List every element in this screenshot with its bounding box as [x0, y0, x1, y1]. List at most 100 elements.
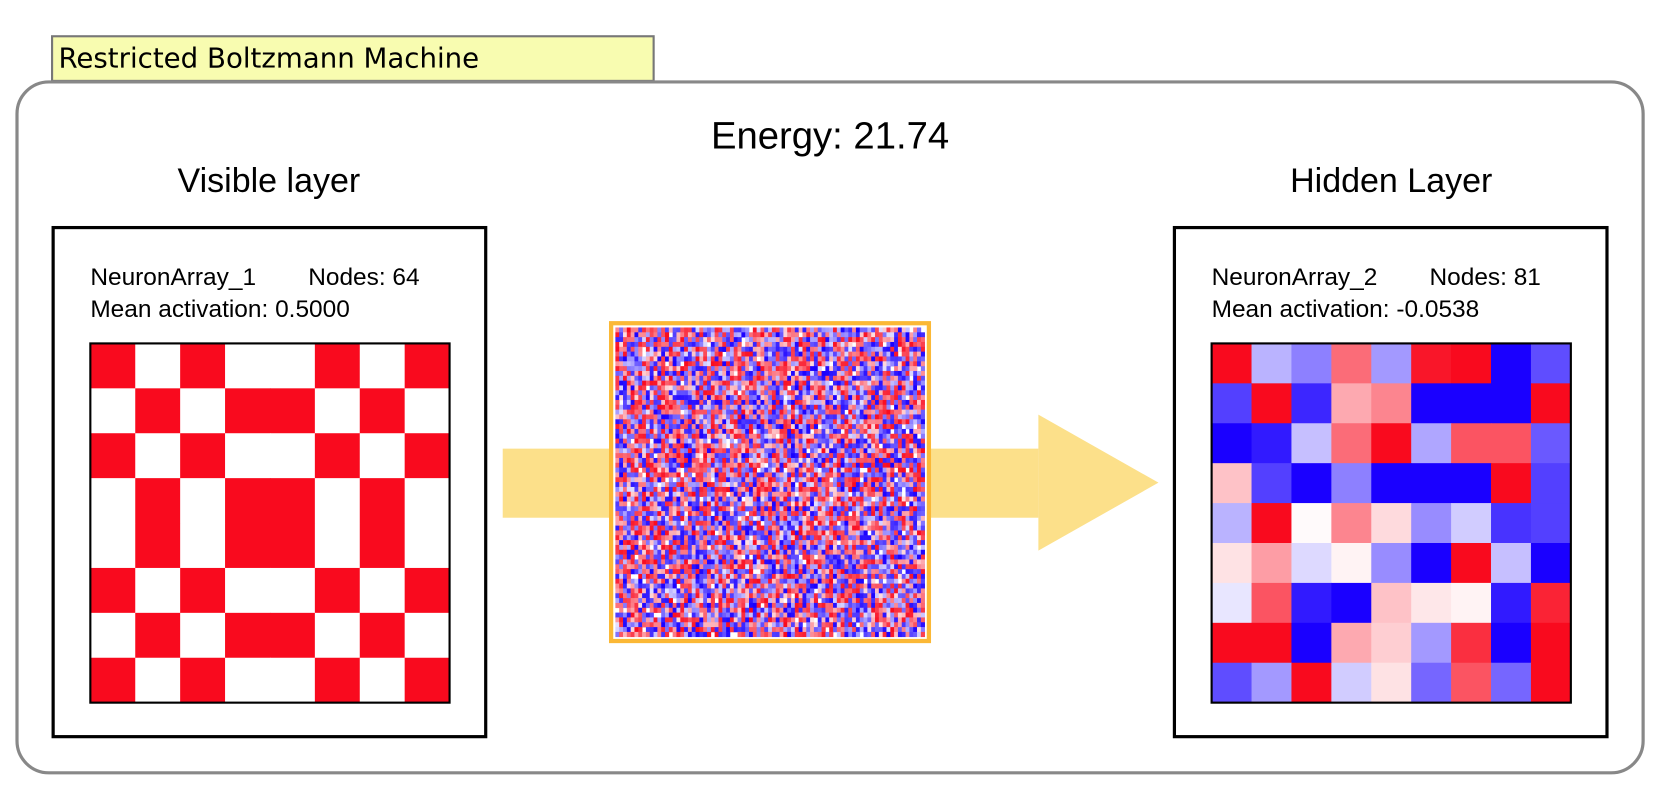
- weight-cell: [661, 366, 666, 372]
- weight-cell: [894, 337, 899, 343]
- weight-matrix[interactable]: [611, 323, 929, 642]
- weight-cell: [672, 370, 677, 377]
- weight-cell: [722, 457, 727, 464]
- weight-cell: [783, 486, 788, 493]
- weight-cell: [905, 327, 910, 333]
- weight-cell: [863, 409, 868, 415]
- weight-cell: [752, 341, 757, 348]
- weight-cell: [634, 515, 639, 522]
- weight-cell: [764, 327, 769, 333]
- weight-cell: [653, 433, 658, 439]
- weight-cell: [787, 540, 792, 546]
- weight-cell: [764, 627, 769, 633]
- weight-cell: [909, 598, 914, 604]
- weight-cell: [794, 627, 799, 633]
- weight-cell: [802, 617, 807, 623]
- weight-cell: [867, 438, 872, 444]
- weight-cell: [859, 617, 864, 623]
- weight-cell: [733, 433, 738, 439]
- weight-cell: [909, 438, 914, 444]
- weight-cell: [726, 598, 731, 604]
- weight-cell: [699, 404, 704, 410]
- weight-cell: [733, 559, 738, 565]
- weight-cell: [756, 395, 761, 401]
- weight-cell: [626, 627, 631, 633]
- weight-cell: [829, 559, 834, 565]
- weight-cell: [775, 346, 780, 352]
- weight-cell: [638, 583, 643, 589]
- weight-cell: [676, 627, 681, 633]
- weight-cell: [729, 477, 735, 483]
- weight-cell: [813, 607, 819, 613]
- weight-cell: [718, 554, 723, 560]
- weight-cell: [848, 448, 853, 454]
- weight-cell: [829, 428, 834, 435]
- weight-cell: [867, 375, 872, 381]
- weight-cell: [917, 549, 922, 555]
- weight-cell: [737, 375, 742, 381]
- weight-cell: [829, 549, 834, 555]
- weight-cell: [714, 569, 719, 575]
- weight-cell: [680, 564, 685, 570]
- weight-cell: [794, 356, 799, 362]
- weight-cell: [657, 337, 662, 343]
- weight-cell: [676, 375, 681, 381]
- weight-cell: [729, 578, 735, 584]
- weight-cell: [649, 370, 654, 377]
- weight-cell: [657, 583, 662, 589]
- title-tab[interactable]: [51, 35, 655, 82]
- weight-cell: [665, 578, 670, 584]
- weight-cell: [886, 598, 891, 604]
- weight-cell: [768, 617, 773, 623]
- weight-cell: [661, 380, 666, 386]
- weight-cell: [863, 486, 868, 493]
- weight-cell: [779, 593, 784, 599]
- weight-cell: [729, 525, 735, 531]
- weight-cell: [676, 404, 681, 410]
- weight-cell: [642, 593, 647, 599]
- weight-cell: [726, 501, 731, 507]
- weight-cell: [871, 573, 876, 580]
- weight-cell: [714, 462, 719, 468]
- weight-cell: [779, 433, 784, 439]
- weight-cell: [638, 366, 643, 372]
- weight-cell: [867, 598, 872, 604]
- weight-cell: [813, 341, 819, 348]
- weight-cell: [844, 482, 849, 488]
- weight-cell: [840, 544, 845, 551]
- weight-cell: [783, 588, 788, 594]
- weight-cell: [710, 399, 715, 406]
- weight-cell: [886, 491, 891, 497]
- weight-cell: [833, 414, 838, 420]
- weight-cell: [775, 428, 780, 435]
- weight-cell: [684, 414, 689, 420]
- weight-cell: [749, 569, 754, 575]
- weight-cell: [760, 496, 765, 502]
- weight-cell: [775, 457, 780, 464]
- weight-cell: [653, 525, 658, 531]
- weight-cell: [875, 569, 880, 575]
- weight-cell: [619, 540, 624, 546]
- weight-cell: [687, 332, 693, 338]
- weight-cell: [890, 540, 895, 546]
- weight-cell: [638, 612, 643, 618]
- weight-cell: [691, 337, 696, 343]
- weight-cell: [687, 525, 693, 531]
- weight-cell: [890, 477, 895, 483]
- weight-cell: [626, 540, 631, 546]
- weight-cell: [733, 627, 738, 633]
- weight-cell: [668, 569, 673, 575]
- weight-cell: [913, 482, 918, 488]
- weight-cell: [783, 617, 788, 623]
- weight-cell: [626, 385, 631, 391]
- weight-cell: [783, 564, 788, 570]
- weight-cell: [630, 380, 635, 386]
- weight-cell: [741, 356, 746, 362]
- weight-cell: [806, 395, 811, 401]
- weight-cell: [668, 448, 673, 454]
- weight-cell: [855, 448, 861, 454]
- weight-cell: [871, 569, 876, 575]
- weight-cell: [676, 477, 681, 483]
- weight-cell: [619, 385, 624, 391]
- weight-cell: [695, 627, 700, 633]
